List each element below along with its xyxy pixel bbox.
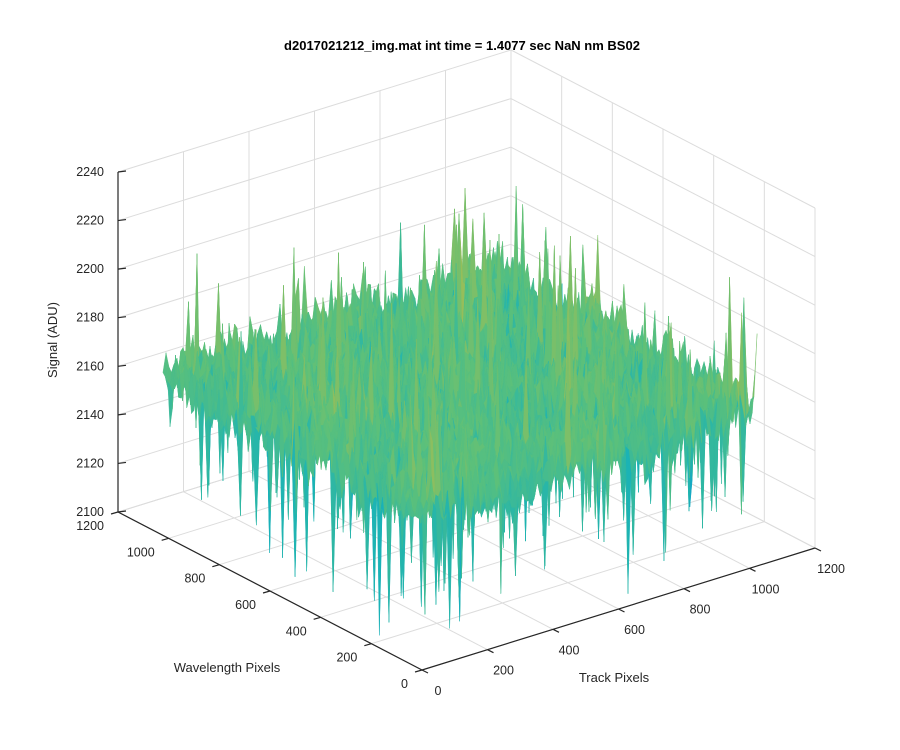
grid-line — [510, 195, 816, 355]
grid-line — [510, 146, 816, 306]
grid-line — [117, 49, 512, 173]
surface-plot — [162, 185, 758, 636]
grid-line — [510, 98, 816, 258]
grid-line — [371, 521, 765, 645]
grid-line — [510, 49, 816, 209]
grid-line — [117, 98, 512, 222]
grid-line — [510, 243, 816, 403]
grid-line — [320, 494, 714, 618]
grid-line — [117, 195, 512, 319]
grid-line — [117, 146, 512, 270]
